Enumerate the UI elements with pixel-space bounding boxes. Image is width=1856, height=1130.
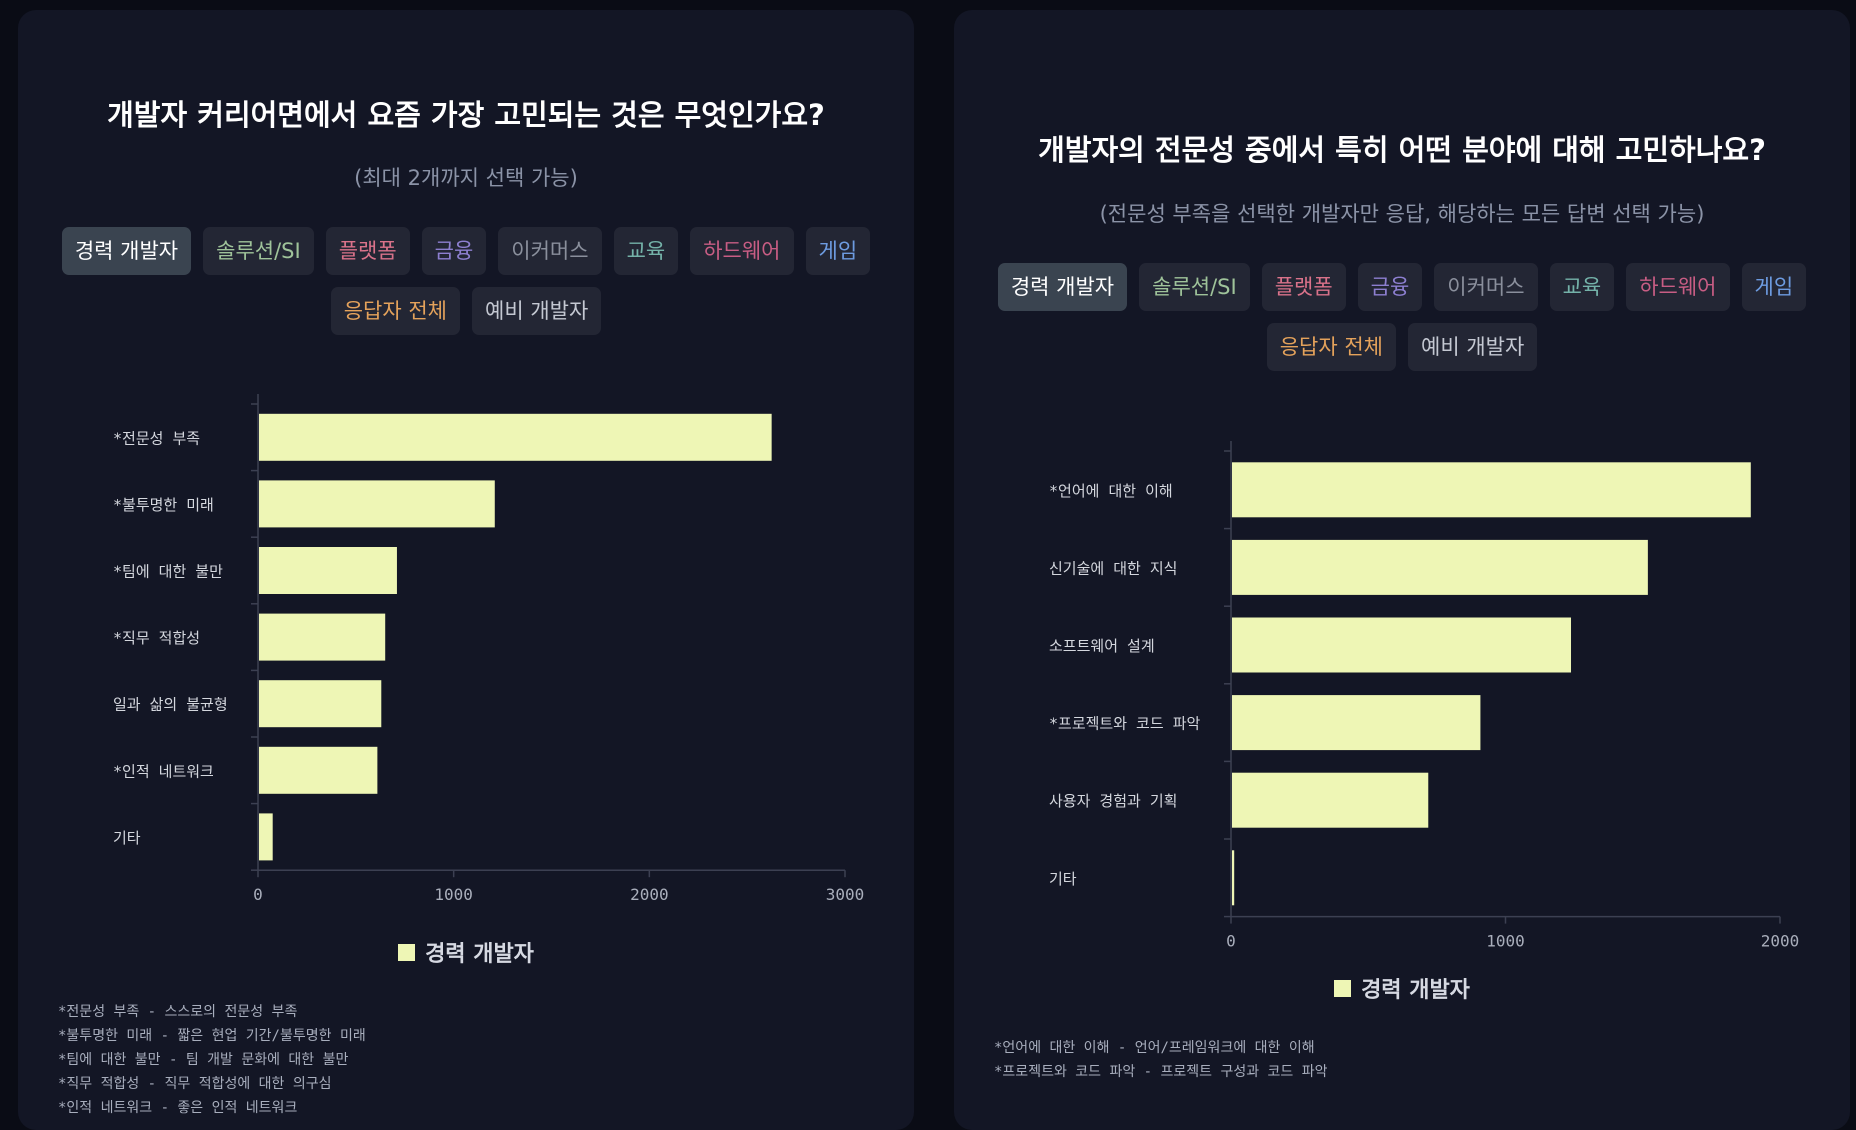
- filter-chip-all-respondents[interactable]: 응답자 전체: [1266, 323, 1396, 371]
- filter-chip-platform[interactable]: 플랫폼: [1261, 263, 1346, 311]
- legend-swatch: [1334, 979, 1352, 997]
- footnote: *전문성 부족 - 스스로의 전문성 부족: [58, 1004, 298, 1020]
- chart-title: 개발자의 전문성 중에서 특히 어떤 분야에 대해 고민하나요?: [1038, 133, 1766, 167]
- filter-chip-experienced[interactable]: 경력 개발자: [61, 227, 192, 275]
- filter-chip-education[interactable]: 교육: [1549, 263, 1615, 311]
- filter-chip-experienced[interactable]: 경력 개발자: [997, 263, 1128, 311]
- category-label: *불투명한 미래: [113, 496, 214, 514]
- filter-chip-hardware[interactable]: 하드웨어: [1626, 263, 1730, 311]
- x-tick-label: 2000: [630, 885, 669, 904]
- x-tick-label: 3000: [826, 885, 865, 904]
- category-label: 기타: [113, 829, 141, 847]
- bar[interactable]: [1232, 539, 1648, 595]
- filter-chip-hardware[interactable]: 하드웨어: [690, 227, 794, 275]
- bar[interactable]: [259, 613, 386, 661]
- survey-panel-career: 개발자 커리어면에서 요즘 가장 고민되는 것은 무엇인가요? (최대 2개까지…: [18, 10, 914, 1130]
- bar[interactable]: [259, 813, 273, 861]
- legend-swatch: [398, 943, 416, 961]
- filter-chip-aspiring[interactable]: 예비 개발자: [1408, 323, 1538, 371]
- filter-chip-solution-si[interactable]: 솔루션/SI: [203, 227, 314, 275]
- filter-chips: 경력 개발자 솔루션/SI 플랫폼 금융 이커머스 교육 하드웨어 게임 응답자…: [58, 227, 874, 335]
- bar[interactable]: [1232, 695, 1481, 751]
- legend-label: 경력 개발자: [425, 942, 534, 967]
- bar[interactable]: [1232, 617, 1572, 673]
- x-tick-label: 2000: [1761, 932, 1800, 951]
- category-label: *직무 적합성: [113, 629, 200, 647]
- filter-chip-platform[interactable]: 플랫폼: [325, 227, 410, 275]
- category-label: 신기술에 대한 지식: [1049, 559, 1177, 577]
- footnotes: *전문성 부족 - 스스로의 전문성 부족 *불투명한 미래 - 짧은 현업 기…: [58, 1000, 366, 1120]
- legend-label: 경력 개발자: [1361, 978, 1470, 1003]
- category-label: 소프트웨어 설계: [1049, 637, 1155, 655]
- footnote: *직무 적합성 - 직무 적합성에 대한 의구심: [58, 1076, 332, 1092]
- x-tick-label: 0: [1226, 932, 1236, 951]
- chart-subtitle: (최대 2개까지 선택 가능): [354, 166, 578, 190]
- filter-chip-finance[interactable]: 금융: [1357, 263, 1423, 311]
- category-label: 일과 삶의 불균형: [113, 696, 228, 714]
- bar[interactable]: [259, 547, 397, 594]
- x-tick-label: 0: [253, 885, 263, 904]
- survey-panel-expertise: 개발자의 전문성 중에서 특히 어떤 분야에 대해 고민하나요? (전문성 부족…: [954, 10, 1850, 1130]
- filter-chip-education[interactable]: 교육: [613, 227, 679, 275]
- filter-chip-aspiring[interactable]: 예비 개발자: [472, 287, 602, 335]
- footnote: *불투명한 미래 - 짧은 현업 기간/불투명한 미래: [58, 1028, 366, 1044]
- footnotes: *언어에 대한 이해 - 언어/프레임워크에 대한 이해 *프로젝트와 코드 파…: [994, 1036, 1327, 1084]
- chart-legend[interactable]: 경력 개발자: [954, 972, 1850, 1004]
- footnote: *인적 네트워크 - 좋은 인적 네트워크: [58, 1100, 298, 1116]
- bar[interactable]: [1232, 462, 1751, 518]
- chart-legend[interactable]: 경력 개발자: [18, 936, 914, 968]
- filter-chip-game[interactable]: 게임: [1741, 263, 1807, 311]
- category-label: *전문성 부족: [113, 429, 200, 447]
- category-label: *언어에 대한 이해: [1049, 482, 1173, 500]
- footnote: *팀에 대한 불만 - 팀 개발 문화에 대한 불만: [58, 1052, 349, 1068]
- filter-chip-ecommerce[interactable]: 이커머스: [498, 227, 602, 275]
- filter-chip-ecommerce[interactable]: 이커머스: [1434, 263, 1538, 311]
- bar[interactable]: [1232, 772, 1429, 828]
- filter-chip-solution-si[interactable]: 솔루션/SI: [1139, 263, 1250, 311]
- category-label: 기타: [1049, 870, 1077, 888]
- filter-chip-finance[interactable]: 금융: [421, 227, 487, 275]
- bar[interactable]: [1232, 850, 1235, 906]
- filter-chip-game[interactable]: 게임: [805, 227, 871, 275]
- bar[interactable]: [259, 746, 378, 794]
- category-label: *인적 네트워크: [113, 762, 214, 780]
- bar-chart-career: 0 1000 2000 3000 *전문성 부족 *불투명한 미래 *팀에 대한 불만 *직무…: [113, 394, 865, 904]
- footnote: *프로젝트와 코드 파악 - 프로젝트 구성과 코드 파악: [994, 1064, 1328, 1080]
- filter-chip-all-respondents[interactable]: 응답자 전체: [330, 287, 460, 335]
- x-tick-label: 1000: [434, 885, 473, 904]
- chart-title: 개발자 커리어면에서 요즘 가장 고민되는 것은 무엇인가요?: [107, 98, 825, 132]
- bar[interactable]: [259, 413, 772, 461]
- chart-subtitle: (전문성 부족을 선택한 개발자만 응답, 해당하는 모든 답변 선택 가능): [1099, 202, 1705, 226]
- bar[interactable]: [259, 480, 495, 528]
- category-label: 사용자 경험과 기획: [1049, 792, 1177, 810]
- filter-chips: 경력 개발자 솔루션/SI 플랫폼 금융 이커머스 교육 하드웨어 게임 응답자…: [994, 263, 1810, 371]
- bar[interactable]: [259, 680, 382, 728]
- category-label: *팀에 대한 불만: [113, 563, 223, 581]
- category-label: *프로젝트와 코드 파악: [1049, 715, 1200, 733]
- x-tick-label: 1000: [1486, 932, 1525, 951]
- footnote: *언어에 대한 이해 - 언어/프레임워크에 대한 이해: [994, 1040, 1315, 1056]
